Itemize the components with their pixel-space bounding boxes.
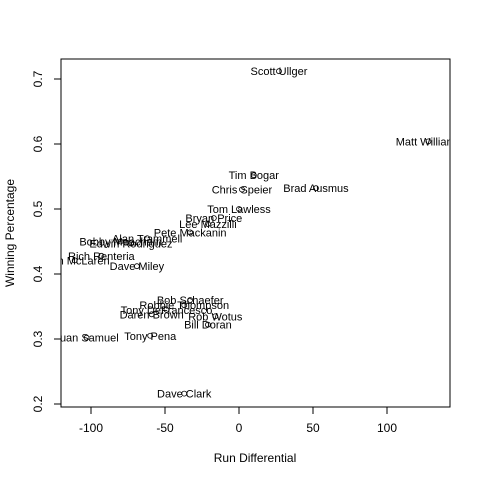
scatter-point: [148, 311, 155, 318]
x-tick-label: 0: [236, 421, 243, 435]
x-tick-label: 50: [306, 421, 320, 435]
point-label: Chris Speier: [212, 185, 273, 197]
point-label: Tom Lawless: [207, 204, 271, 216]
x-axis: -100 -50 0 50 100: [79, 406, 397, 435]
scatter-point: [133, 263, 140, 270]
point-label: Dave Clark: [157, 389, 212, 401]
scatter-point: [144, 235, 151, 242]
scatter-point: [425, 138, 432, 145]
point-label: Matt Williams: [396, 136, 462, 148]
y-tick-label: 0.7: [31, 70, 45, 87]
point-label: Tony DeFrancesco: [121, 305, 213, 317]
point-label: Brad Ausmus: [283, 183, 349, 195]
x-tick-label: -50: [156, 421, 174, 435]
point-label: Bryan Price: [185, 213, 242, 225]
scatter-point: [187, 297, 194, 303]
scatter-point: [147, 332, 154, 339]
x-tick-label: -100: [79, 421, 103, 435]
y-tick-label: 0.5: [31, 200, 45, 217]
point-label: Lee Mazzilli: [179, 219, 236, 231]
y-tick-label: 0.4: [31, 265, 45, 282]
scatter-point: [205, 221, 211, 227]
scatter-point: [163, 306, 170, 313]
point-label: Juan Samuel: [54, 333, 118, 345]
point-label: Bill Doran: [184, 320, 232, 332]
scatter-point: [71, 257, 78, 264]
y-tick-label: 0.6: [31, 135, 45, 152]
point-label: Tony Pena: [124, 331, 177, 343]
point-label: Bobby Meacham: [79, 237, 162, 249]
y-axis: 0.2 0.3 0.4 0.5 0.6 0.7: [31, 70, 62, 412]
point-label: Tim Bogar: [229, 170, 280, 182]
scatter-point: [210, 215, 217, 222]
point-label: Juan McLaren: [40, 255, 110, 267]
point-label: Edwin Rodriguez: [89, 238, 172, 250]
point-label: Scott Ullger: [251, 66, 308, 78]
scatter-point: [181, 390, 188, 397]
y-axis-label: Winning Percentage: [3, 179, 17, 287]
scatter-point: [181, 302, 188, 309]
scatter-point: [117, 238, 124, 245]
scatter-point: [313, 185, 319, 192]
scatter-point: [212, 313, 219, 320]
scatter-point: [205, 321, 211, 328]
scatter-point: [98, 252, 105, 259]
scatter-point: [276, 68, 282, 75]
point-label: Alan Trammell: [112, 233, 182, 245]
scatter-point: [236, 206, 242, 212]
scatter-point: [239, 186, 245, 193]
scatter-point: [128, 240, 134, 247]
scatter-point: [250, 172, 257, 179]
y-tick-label: 0.3: [31, 330, 45, 347]
scatter-point: [83, 334, 90, 341]
x-axis-label: Run Differential: [214, 451, 297, 465]
y-tick-label: 0.2: [31, 395, 45, 412]
x-tick-label: 100: [377, 421, 397, 435]
point-label: Rob Wotus: [188, 311, 243, 323]
scatter-point: [187, 229, 194, 236]
point-label: Rich Renteria: [68, 251, 136, 263]
point-label: Bob Schaefer: [157, 295, 224, 307]
point-label: Daren Brown: [120, 309, 184, 321]
point-label: Robbie Thompson: [139, 300, 229, 312]
point-label: Dave Miley: [110, 261, 165, 273]
point-label: Pete Mackanin: [154, 227, 227, 239]
